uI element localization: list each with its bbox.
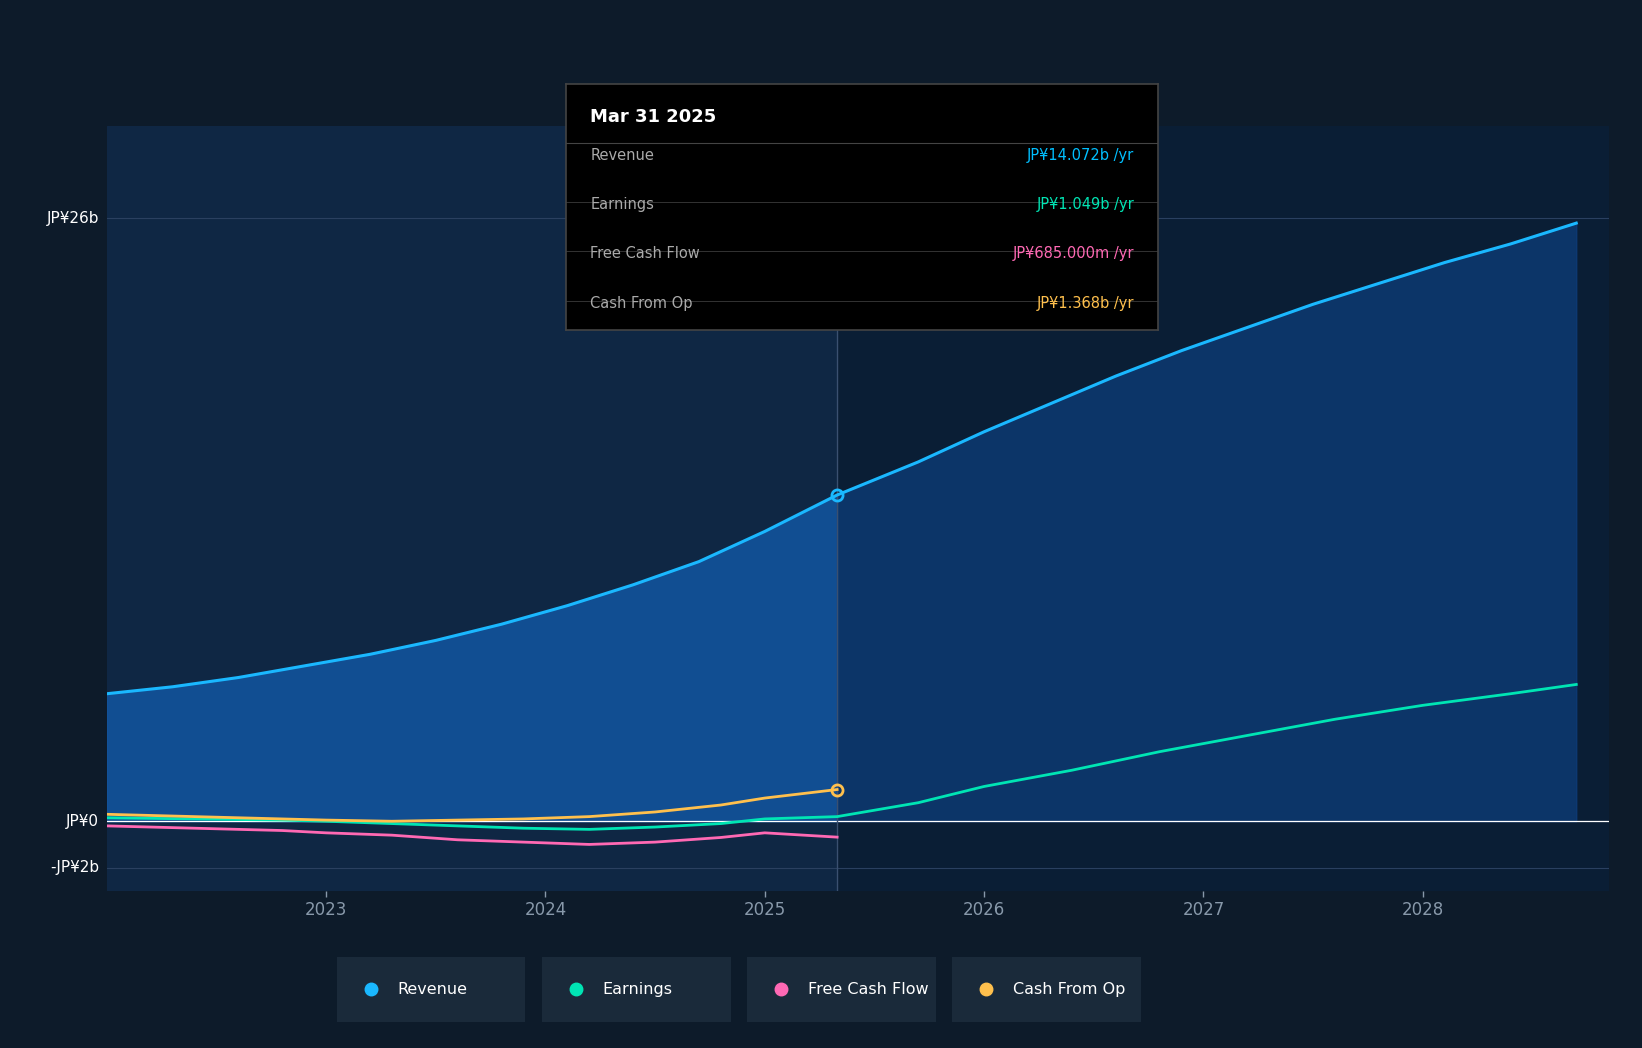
Text: Analysts Forecasts: Analysts Forecasts xyxy=(851,166,1005,183)
Text: JP¥1.049b /yr: JP¥1.049b /yr xyxy=(1036,197,1135,212)
Bar xyxy=(107,126,837,891)
Text: Free Cash Flow: Free Cash Flow xyxy=(808,982,928,997)
Text: JP¥685.000m /yr: JP¥685.000m /yr xyxy=(1013,246,1135,261)
Text: JP¥1.368b /yr: JP¥1.368b /yr xyxy=(1036,296,1135,310)
Text: Revenue: Revenue xyxy=(589,148,654,162)
Text: Earnings: Earnings xyxy=(589,197,654,212)
Text: Past: Past xyxy=(783,166,824,183)
Text: JP¥14.072b /yr: JP¥14.072b /yr xyxy=(1026,148,1135,162)
Text: -JP¥2b: -JP¥2b xyxy=(51,860,99,875)
Text: Cash From Op: Cash From Op xyxy=(1013,982,1125,997)
Bar xyxy=(837,126,1609,891)
Text: Earnings: Earnings xyxy=(603,982,672,997)
Text: Mar 31 2025: Mar 31 2025 xyxy=(589,108,716,127)
Text: JP¥0: JP¥0 xyxy=(66,813,99,829)
Text: Revenue: Revenue xyxy=(397,982,466,997)
Text: Free Cash Flow: Free Cash Flow xyxy=(589,246,699,261)
Text: Cash From Op: Cash From Op xyxy=(589,296,693,310)
Text: JP¥26b: JP¥26b xyxy=(46,211,99,226)
